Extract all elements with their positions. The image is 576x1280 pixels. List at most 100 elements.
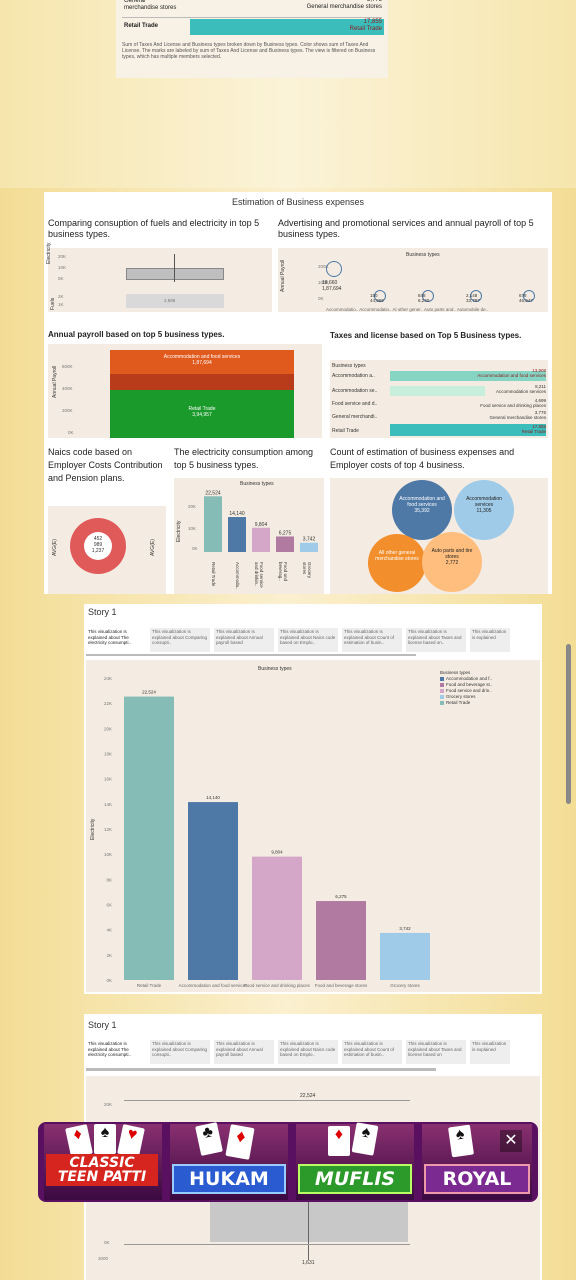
bubble-accommodation-food[interactable] — [392, 480, 452, 540]
electricity-mini-chart[interactable]: Business types Electricity 20K 10K 0K 22… — [174, 478, 324, 594]
bubble-small[interactable] — [470, 290, 482, 302]
tick: 600K — [62, 364, 73, 369]
story2-title: Story 1 — [88, 1020, 117, 1030]
bar-3[interactable] — [316, 901, 366, 980]
story2-tab[interactable]: This visualization is explained about Th… — [86, 1040, 146, 1064]
tick: 200K — [318, 264, 329, 269]
fuels-chart[interactable]: Electricity Fuels 20K 10K 0K 2K 1K 2,598 — [46, 243, 272, 312]
advertising-legend-title: Business types — [406, 252, 440, 258]
taxes-row-label: Retail Trade — [332, 428, 359, 434]
legend-item[interactable]: Accommodation and f.. — [440, 676, 536, 682]
payroll-seg-accommodation[interactable] — [110, 350, 294, 374]
story-tab[interactable]: This visualization is explained about Na… — [278, 628, 338, 652]
tick: 10K — [188, 526, 197, 531]
legend-item[interactable]: Food and beverage st.. — [440, 682, 536, 688]
mini-x-label: Retail Trade — [211, 562, 216, 587]
box-plot[interactable] — [126, 268, 224, 280]
count-chart[interactable]: Accommodation and food services 35,392 A… — [330, 478, 548, 594]
mini-bar-2[interactable] — [252, 527, 270, 552]
payroll-axis-label: Annual Payroll — [52, 365, 58, 398]
bubble-general-merchandise[interactable] — [368, 534, 426, 592]
taxes-chart[interactable]: Business types Accommodation a.. 13,908 … — [330, 360, 548, 438]
y-tick-label: 6K — [106, 903, 112, 908]
story2-tab[interactable]: This visualization is explained — [470, 1040, 510, 1064]
story2-tab[interactable]: This visualization is explained about Co… — [342, 1040, 402, 1064]
bubble-small-label: 678 46,947 — [519, 293, 533, 303]
story-title: Story 1 — [88, 607, 117, 617]
story2-line — [124, 1100, 410, 1101]
story-tab[interactable]: This visualization is explained — [470, 628, 510, 652]
bubble-main[interactable] — [326, 261, 342, 277]
taxes-bar[interactable] — [390, 386, 485, 396]
bubble-small-label: 2,148 33,787 — [466, 293, 480, 303]
taxes-row-label: Food service and d.. — [332, 401, 378, 407]
taxes-col-header: Business types — [332, 363, 366, 369]
electricity-title: The electricity consumption among top 5 … — [174, 447, 314, 470]
tick: 2K — [58, 294, 64, 299]
legend-item[interactable]: Grocery stores — [440, 694, 536, 700]
payroll-seg-retail[interactable] — [110, 390, 294, 438]
tick: 20K — [58, 254, 67, 259]
story-tab[interactable]: This visualization is explained about Co… — [150, 628, 210, 652]
box-plot-fuel[interactable] — [126, 294, 224, 308]
page-scrollbar[interactable] — [566, 644, 571, 804]
bar-value-label: 3,742 — [399, 926, 411, 931]
retail-bar[interactable] — [190, 19, 384, 35]
mini-x-label: Food service and drinkin.. — [254, 562, 264, 588]
advertising-title: Advertising and promotional services and… — [278, 218, 534, 239]
payroll-chart[interactable]: Annual Payroll 600K 400K 200K 0K Accommo… — [48, 344, 322, 438]
naics-axis-label: AVG(E) — [150, 539, 156, 556]
story-tab[interactable]: This visualization is explained about Co… — [342, 628, 402, 652]
bar-0[interactable] — [124, 696, 174, 980]
legend-swatch — [440, 700, 444, 705]
mini-bar-3[interactable] — [276, 536, 294, 552]
tick: 0K — [318, 296, 324, 301]
tick: 0K — [104, 1240, 110, 1245]
close-icon[interactable]: ✕ — [500, 1130, 522, 1152]
bar-1[interactable] — [188, 802, 238, 980]
story-tab[interactable]: This visualization is explained about Ta… — [406, 628, 466, 652]
ad-label: HUKAM — [172, 1164, 286, 1194]
mini-x-label: Food and beverag.. — [278, 562, 288, 582]
story2-scrollbar[interactable] — [86, 1068, 436, 1071]
bar-value-label: 6,275 — [335, 894, 347, 899]
story2-tab[interactable]: This visualization is explained about Ta… — [406, 1040, 466, 1064]
bar-4[interactable] — [380, 932, 430, 980]
bubble-label: Auto parts and tire stores 2,772 — [431, 548, 473, 566]
mini-x-label: Accommoda.. — [235, 562, 240, 590]
ad-banner[interactable]: ♦ ♠ ♥ ♣ ♦ ♦ ♠ ♠ CLASSIC TEEN PATTI HUKAM… — [38, 1122, 538, 1202]
bubble-accommodation-services[interactable] — [454, 480, 514, 540]
story2-box[interactable] — [210, 1196, 408, 1242]
bar-2[interactable] — [252, 856, 302, 980]
legend-item[interactable]: Food service and drin.. — [440, 688, 536, 694]
bubble-small[interactable] — [374, 290, 386, 302]
mini-bar-4[interactable] — [300, 542, 318, 552]
story2-tab[interactable]: This visualization is explained about An… — [214, 1040, 274, 1064]
electricity-legend-title: Business types — [240, 481, 274, 487]
naics-axis-label: AVG(E) — [52, 539, 58, 556]
mini-bar-0[interactable] — [204, 496, 222, 552]
advertising-chart[interactable]: Business types Annual Payroll 200K 100K … — [278, 248, 548, 312]
row-bar-label-retail: 17,855 Retail Trade — [349, 19, 382, 32]
payroll-seg-accommodation-dark[interactable] — [110, 374, 294, 390]
fuels-title: Comparing consuption of fuels and electr… — [48, 218, 260, 239]
story-tab[interactable]: This visualization is explained about An… — [214, 628, 274, 652]
y-tick-label: 10K — [104, 852, 112, 857]
ad-label: CLASSIC TEEN PATTI — [46, 1154, 158, 1186]
story-tab[interactable]: This visualization is explained about Th… — [86, 628, 146, 652]
naics-chart[interactable]: AVG(E) 452 989 1,237 AVG(E) — [48, 506, 166, 594]
taxes-bar[interactable] — [390, 371, 546, 381]
bubble-small[interactable] — [422, 290, 434, 302]
story2-tab[interactable]: This visualization is explained about Co… — [150, 1040, 210, 1064]
legend-label: Grocery stores — [446, 694, 476, 699]
legend-label: Accommodation and f.. — [446, 676, 493, 681]
taxes-bar-label: 3,775 General merchandise stores — [489, 410, 546, 420]
legend-item[interactable]: Retail Trade — [440, 700, 536, 706]
story-scrollbar[interactable] — [86, 654, 416, 656]
taxes-bar[interactable] — [390, 424, 546, 436]
y-tick-label: 2K — [106, 953, 112, 958]
story2-tab[interactable]: This visualization is explained about Na… — [278, 1040, 338, 1064]
mini-bar-1[interactable] — [228, 517, 246, 552]
bubble-auto-parts[interactable] — [422, 532, 482, 592]
bubble-small[interactable] — [523, 290, 535, 302]
